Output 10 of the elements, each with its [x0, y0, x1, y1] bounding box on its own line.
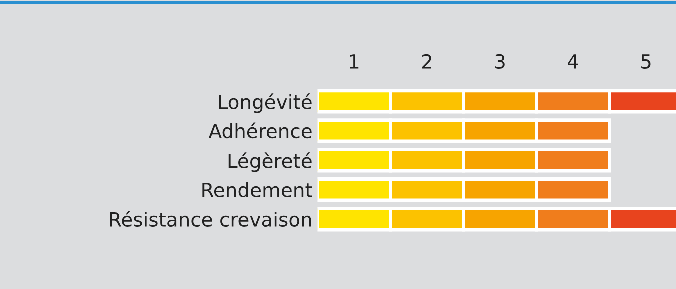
y-tick-label: Longévité [219, 94, 312, 114]
y-tick-label: Résistance crevaison [110, 211, 312, 228]
x-tick-label: 5 [642, 54, 651, 70]
y-tick-label: Légèreté [228, 152, 312, 172]
x-tick-label: 1 [350, 54, 359, 69]
y-tick-label: Rendement [202, 182, 312, 198]
x-tick-label: 4 [568, 54, 578, 69]
y-tick-label: Adhérence [208, 122, 312, 139]
x-tick-label: 2 [422, 54, 432, 69]
x-tick-label: 3 [496, 54, 505, 70]
